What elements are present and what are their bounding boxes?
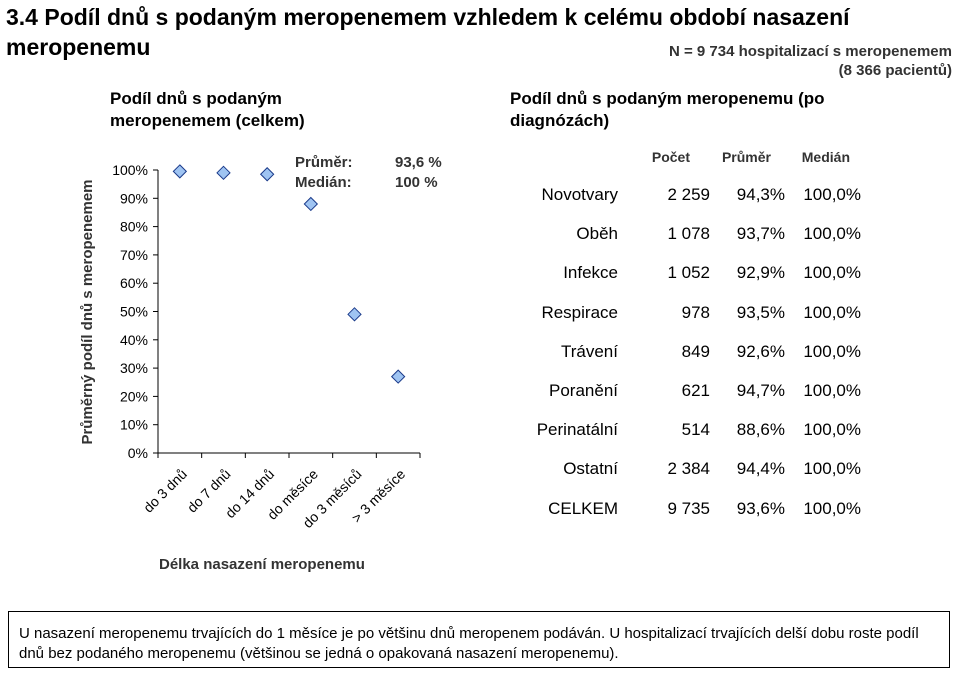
- data-point: [347, 307, 362, 322]
- row-count: 1 052: [667, 263, 710, 283]
- row-mean: 93,5%: [736, 302, 785, 322]
- row-count: 849: [681, 341, 710, 361]
- data-point: [172, 164, 188, 179]
- n-patients: (8 366 pacientů): [838, 62, 952, 79]
- row-median: 100,0%: [803, 381, 861, 400]
- header-median: Medián: [801, 149, 850, 165]
- scatter-chart: 0% 10% 20% 30% 40% 50% 60% 70% 80% 90% 100% do 3 d…: [79, 162, 421, 573]
- data-point: [303, 196, 319, 212]
- data-point: [259, 167, 275, 182]
- row-label: Ostatní: [563, 459, 618, 479]
- x-tick-label: do 3 dnů: [140, 466, 190, 516]
- y-tick-label: 60%: [120, 275, 148, 291]
- row-label: Respirace: [541, 302, 618, 322]
- y-tick-label: 20%: [120, 388, 148, 404]
- row-median: 100,0%: [803, 459, 861, 479]
- row-label: Poranění: [549, 381, 618, 400]
- y-tick-label: 40%: [120, 332, 148, 348]
- row-mean: 92,9%: [736, 263, 785, 283]
- row-count: 1 078: [667, 224, 710, 244]
- summary-stats: Průměr: 93,6 % Medián: 100 %: [295, 153, 442, 193]
- row-count: 514: [681, 420, 710, 440]
- mean-label: Průměr:: [295, 154, 353, 171]
- median-label: Medián:: [295, 174, 352, 191]
- data-points: [172, 164, 406, 384]
- row-median: 100,0%: [803, 224, 861, 244]
- row-count: 2 384: [667, 459, 710, 479]
- y-tick-label: 0%: [128, 445, 148, 461]
- y-tick-label: 50%: [120, 304, 148, 320]
- x-axis-label: Délka nasazení meropenemu: [159, 556, 365, 573]
- median-value: 100 %: [395, 174, 438, 191]
- row-median: 100,0%: [803, 420, 861, 440]
- right-table-title: Podíl dnů s podaným meropenemu (po diagn…: [510, 89, 825, 130]
- row-mean: 88,6%: [736, 420, 785, 440]
- row-median: 100,0%: [803, 263, 861, 283]
- footer-note: U nasazení meropenemu trvajících do 1 mě…: [8, 611, 950, 668]
- y-tick-label: 10%: [120, 417, 148, 433]
- row-mean: 93,7%: [736, 224, 785, 244]
- row-mean: 94,3%: [736, 185, 785, 204]
- row-mean: 93,6%: [736, 498, 785, 518]
- row-mean: 94,4%: [736, 459, 785, 479]
- row-label: Perinatální: [536, 420, 618, 440]
- y-tick-label: 80%: [120, 219, 148, 235]
- row-count: 2 259: [667, 185, 710, 204]
- row-label: Trávení: [560, 341, 618, 361]
- y-axis-label: Průměrný podíl dnů s meropenemem: [79, 179, 96, 444]
- y-tick-label: 90%: [120, 190, 148, 206]
- page-title: 3.4 Podíl dnů s podaným meropenemem vzhl…: [6, 4, 850, 60]
- n-hospitalizations: N = 9 734 hospitalizací s meropenemem: [668, 43, 952, 60]
- row-median: 100,0%: [803, 185, 861, 204]
- row-median: 100,0%: [803, 341, 861, 361]
- y-tick-label: 100%: [112, 162, 148, 178]
- row-label: Infekce: [563, 263, 618, 283]
- row-label: CELKEM: [548, 498, 618, 518]
- y-tick-label: 30%: [120, 360, 148, 376]
- row-mean: 94,7%: [736, 381, 785, 400]
- row-count: 978: [681, 302, 710, 322]
- mean-value: 93,6 %: [395, 154, 442, 171]
- row-label: Novotvary: [541, 185, 618, 204]
- row-mean: 92,6%: [736, 341, 785, 361]
- row-median: 100,0%: [803, 302, 861, 322]
- data-point: [390, 369, 406, 384]
- row-label: Oběh: [576, 224, 618, 244]
- left-chart-title: Podíl dnů s podaným meropenemem (celkem): [110, 89, 305, 130]
- y-tick-label: 70%: [120, 247, 148, 263]
- data-point: [216, 165, 231, 181]
- row-median: 100,0%: [803, 498, 861, 518]
- row-count: 9 735: [667, 498, 710, 518]
- header-count: Počet: [651, 149, 690, 165]
- header-mean: Průměr: [721, 149, 771, 165]
- row-count: 621: [681, 381, 710, 400]
- y-axis: 0% 10% 20% 30% 40% 50% 60% 70% 80% 90% 100%: [112, 162, 159, 461]
